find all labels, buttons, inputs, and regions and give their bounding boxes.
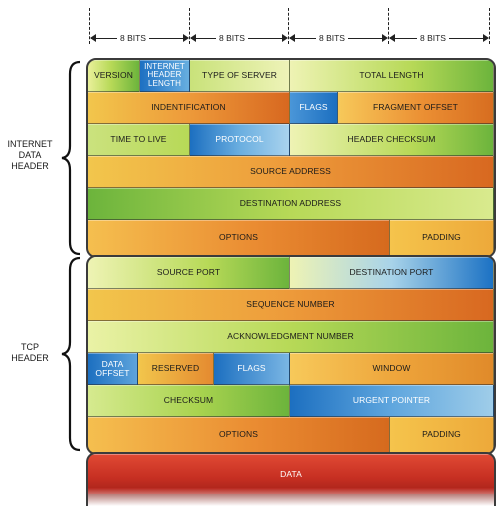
tcp-acknowledgment-number-field: ACKNOWLEDGMENT NUMBER [88,321,494,353]
ip-destination-address-field: DESTINATION ADDRESS [88,188,494,220]
tcp-header-panel: SOURCE PORT DESTINATION PORT SEQUENCE NU… [86,255,496,455]
tcp-destination-port-field: DESTINATION PORT [290,257,494,289]
tcp-header-label-line: TCP [21,342,39,352]
ip-header-label-line: DATA [18,150,42,160]
ruler-arrow-right-icon [382,34,388,42]
bits-label: 8 BITS [417,32,449,44]
ruler-arrow-right-icon [183,34,189,42]
ruler-tick [489,8,490,44]
ip-options-field: OPTIONS [88,220,390,256]
ip-header-label-line: INTERNET [7,139,53,149]
tcp-reserved-field: RESERVED [138,353,214,385]
ip-protocol-field: PROTOCOL [190,124,290,156]
ip-source-address-field: SOURCE ADDRESS [88,156,494,188]
ip-identification-field: INDENTIFICATION [88,92,290,124]
ruler-arrow-left-icon [389,34,395,42]
bits-label: 8 BITS [216,32,248,44]
ruler-tick [189,8,190,44]
ruler-tick [388,8,389,44]
ruler-arrow-left-icon [289,34,295,42]
tcp-padding-field: PADDING [390,417,494,453]
tcp-source-port-field: SOURCE PORT [88,257,290,289]
ruler-arrow-left-icon [190,34,196,42]
tcp-flags-field: FLAGS [214,353,290,385]
tcp-sequence-number-field: SEQUENCE NUMBER [88,289,494,321]
ip-padding-field: PADDING [390,220,494,256]
ip-header-length-field: INTERNET HEADER LENGTH [140,60,190,92]
ip-header-panel: VERSION INTERNET HEADER LENGTH TYPE OF S… [86,58,496,258]
tcp-header-brace [61,256,81,452]
data-fade [88,488,494,506]
ruler-arrow-left-icon [90,34,96,42]
ip-version-field: VERSION [88,60,140,92]
data-panel: DATA [86,452,496,506]
tcp-header-label: TCP HEADER [0,342,60,364]
ip-header-checksum-field: HEADER CHECKSUM [290,124,494,156]
ip-total-length-field: TOTAL LENGTH [290,60,494,92]
tcp-options-field: OPTIONS [88,417,390,453]
ip-header-label: INTERNET DATA HEADER [0,139,60,172]
ip-fragment-offset-field: FRAGMENT OFFSET [338,92,494,124]
tcp-checksum-field: CHECKSUM [88,385,290,417]
bits-label: 8 BITS [316,32,348,44]
ruler-tick [89,8,90,44]
tcp-urgent-pointer-field: URGENT POINTER [290,385,494,417]
bits-label: 8 BITS [117,32,149,44]
ruler-arrow-right-icon [282,34,288,42]
ip-time-to-live-field: TIME TO LIVE [88,124,190,156]
ip-header-label-line: HEADER [11,161,49,171]
data-field: DATA [88,454,494,494]
ip-header-brace [61,60,81,256]
ruler-arrow-right-icon [483,34,489,42]
ip-flags-field: FLAGS [290,92,338,124]
ip-type-of-server-field: TYPE OF SERVER [190,60,290,92]
tcp-window-field: WINDOW [290,353,494,385]
ruler-tick [288,8,289,44]
tcp-header-label-line: HEADER [11,353,49,363]
tcp-data-offset-field: DATA OFFSET [88,353,138,385]
